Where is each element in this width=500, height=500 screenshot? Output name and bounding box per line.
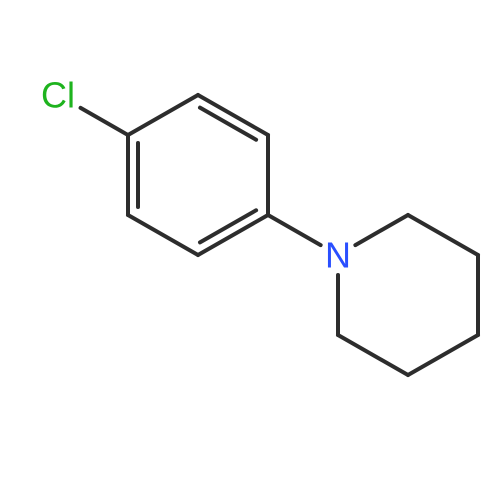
bond-line: [198, 95, 268, 135]
atom-label-n: N: [325, 235, 351, 276]
bonds-group: [81, 95, 478, 375]
molecule-diagram: Cl N: [0, 0, 500, 500]
bond-line: [268, 215, 321, 245]
bond-line: [408, 335, 478, 375]
bond-line: [338, 335, 408, 375]
bond-line: [128, 215, 198, 255]
bond-line: [198, 215, 268, 255]
atom-label-cl: Cl: [41, 75, 75, 116]
bond-line: [81, 108, 128, 135]
bond-line: [408, 215, 478, 255]
bond-line: [128, 95, 198, 135]
bond-line: [355, 215, 408, 245]
